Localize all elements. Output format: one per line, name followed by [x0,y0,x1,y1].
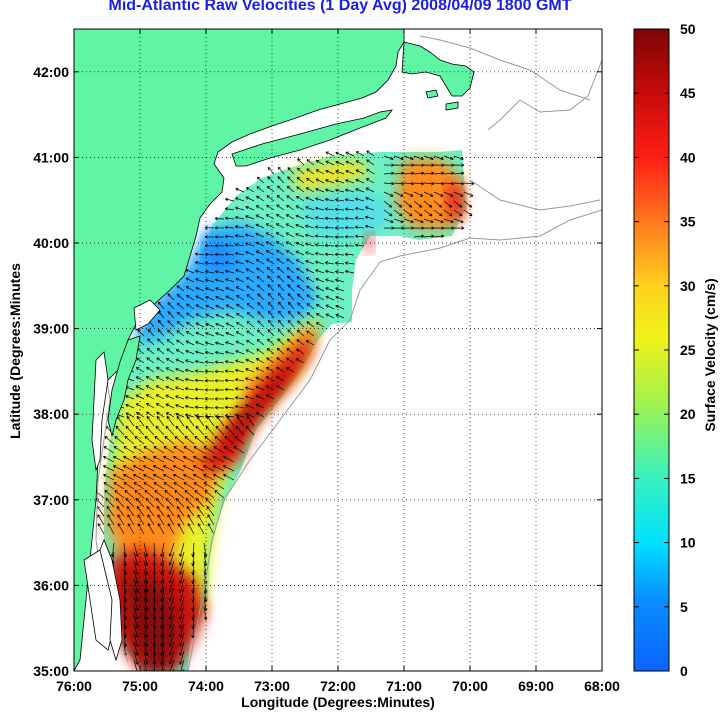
colorbar [633,28,670,672]
x-tick-label: 75:00 [122,678,158,694]
bays [83,299,161,662]
hotspot-nantucket [446,184,464,222]
delaware-bay [133,299,161,331]
colorbar-tick-label: 45 [680,85,696,101]
cape-cod [401,41,475,97]
y-axis-label: Latitude (Degrees:Minutes [7,263,23,439]
bathymetry-contours [95,35,602,671]
x-tick-label: 74:00 [188,678,224,694]
hotspot-ne [364,234,374,252]
marthas-vineyard [425,89,439,99]
low-speed-core [206,238,236,276]
colorbar-tick-label: 0 [680,663,688,679]
colorbar-tick-label: 35 [680,214,696,230]
colorbar-tick-label: 25 [680,342,696,358]
mainland [74,29,405,671]
velocity-arrows [94,150,475,671]
x-tick-label: 70:00 [452,678,488,694]
y-tick-label: 41:00 [33,149,69,165]
contour-shelf [187,59,602,671]
y-tick-label: 39:00 [33,321,69,337]
x-tick-label: 69:00 [518,678,554,694]
delmarva-peninsula [107,335,141,437]
colorbar-tick-label: 30 [680,278,696,294]
y-tick-label: 38:00 [33,406,69,422]
x-tick-label: 71:00 [386,678,422,694]
high-speed-core [226,356,300,452]
x-tick-labels: 76:00 75:00 74:00 73:00 72:00 71:00 70:00 69:00… [56,678,620,694]
y-tick-label: 35:00 [33,663,69,679]
nantucket [445,101,459,111]
colorbar-tick-label: 10 [680,535,696,551]
outer-banks [99,538,123,662]
chart-title: Mid-Atlantic Raw Velocities (1 Day Avg) … [108,0,572,14]
velocity-vectors [94,150,475,671]
colorbar-tick-label: 50 [680,21,696,37]
x-tick-label: 76:00 [56,678,92,694]
colorbar-ticks: 0 5 10 15 20 25 30 35 40 45 50 [634,21,696,679]
x-tick-label: 72:00 [320,678,356,694]
chesapeake-bay [91,351,109,472]
y-tick-label: 36:00 [33,577,69,593]
x-tick-label: 68:00 [584,678,620,694]
x-tick-label: 73:00 [254,678,290,694]
long-island [231,109,393,167]
colorbar-tick-label: 40 [680,149,696,165]
land [74,29,475,671]
colorbar-label: Surface Velocity (cm/s) [702,278,718,432]
y-tick-label: 40:00 [33,235,69,251]
contour-inner [419,35,601,211]
colorbar-tick-label: 20 [680,406,696,422]
grid-lines [74,29,602,671]
colorbar-tick-label: 15 [680,470,696,486]
y-tick-label: 42:00 [33,64,69,80]
velocity-field [104,150,466,671]
colorbar-tick-label: 5 [680,599,688,615]
x-axis-label: Longitude (Degrees:Minutes) [241,694,435,710]
mid-speed-north [290,160,370,192]
axis-ticks [73,29,603,672]
y-tick-labels: 35:00 36:00 37:00 38:00 39:00 40:00 41:00 42:00 [33,64,69,679]
y-tick-label: 37:00 [33,492,69,508]
